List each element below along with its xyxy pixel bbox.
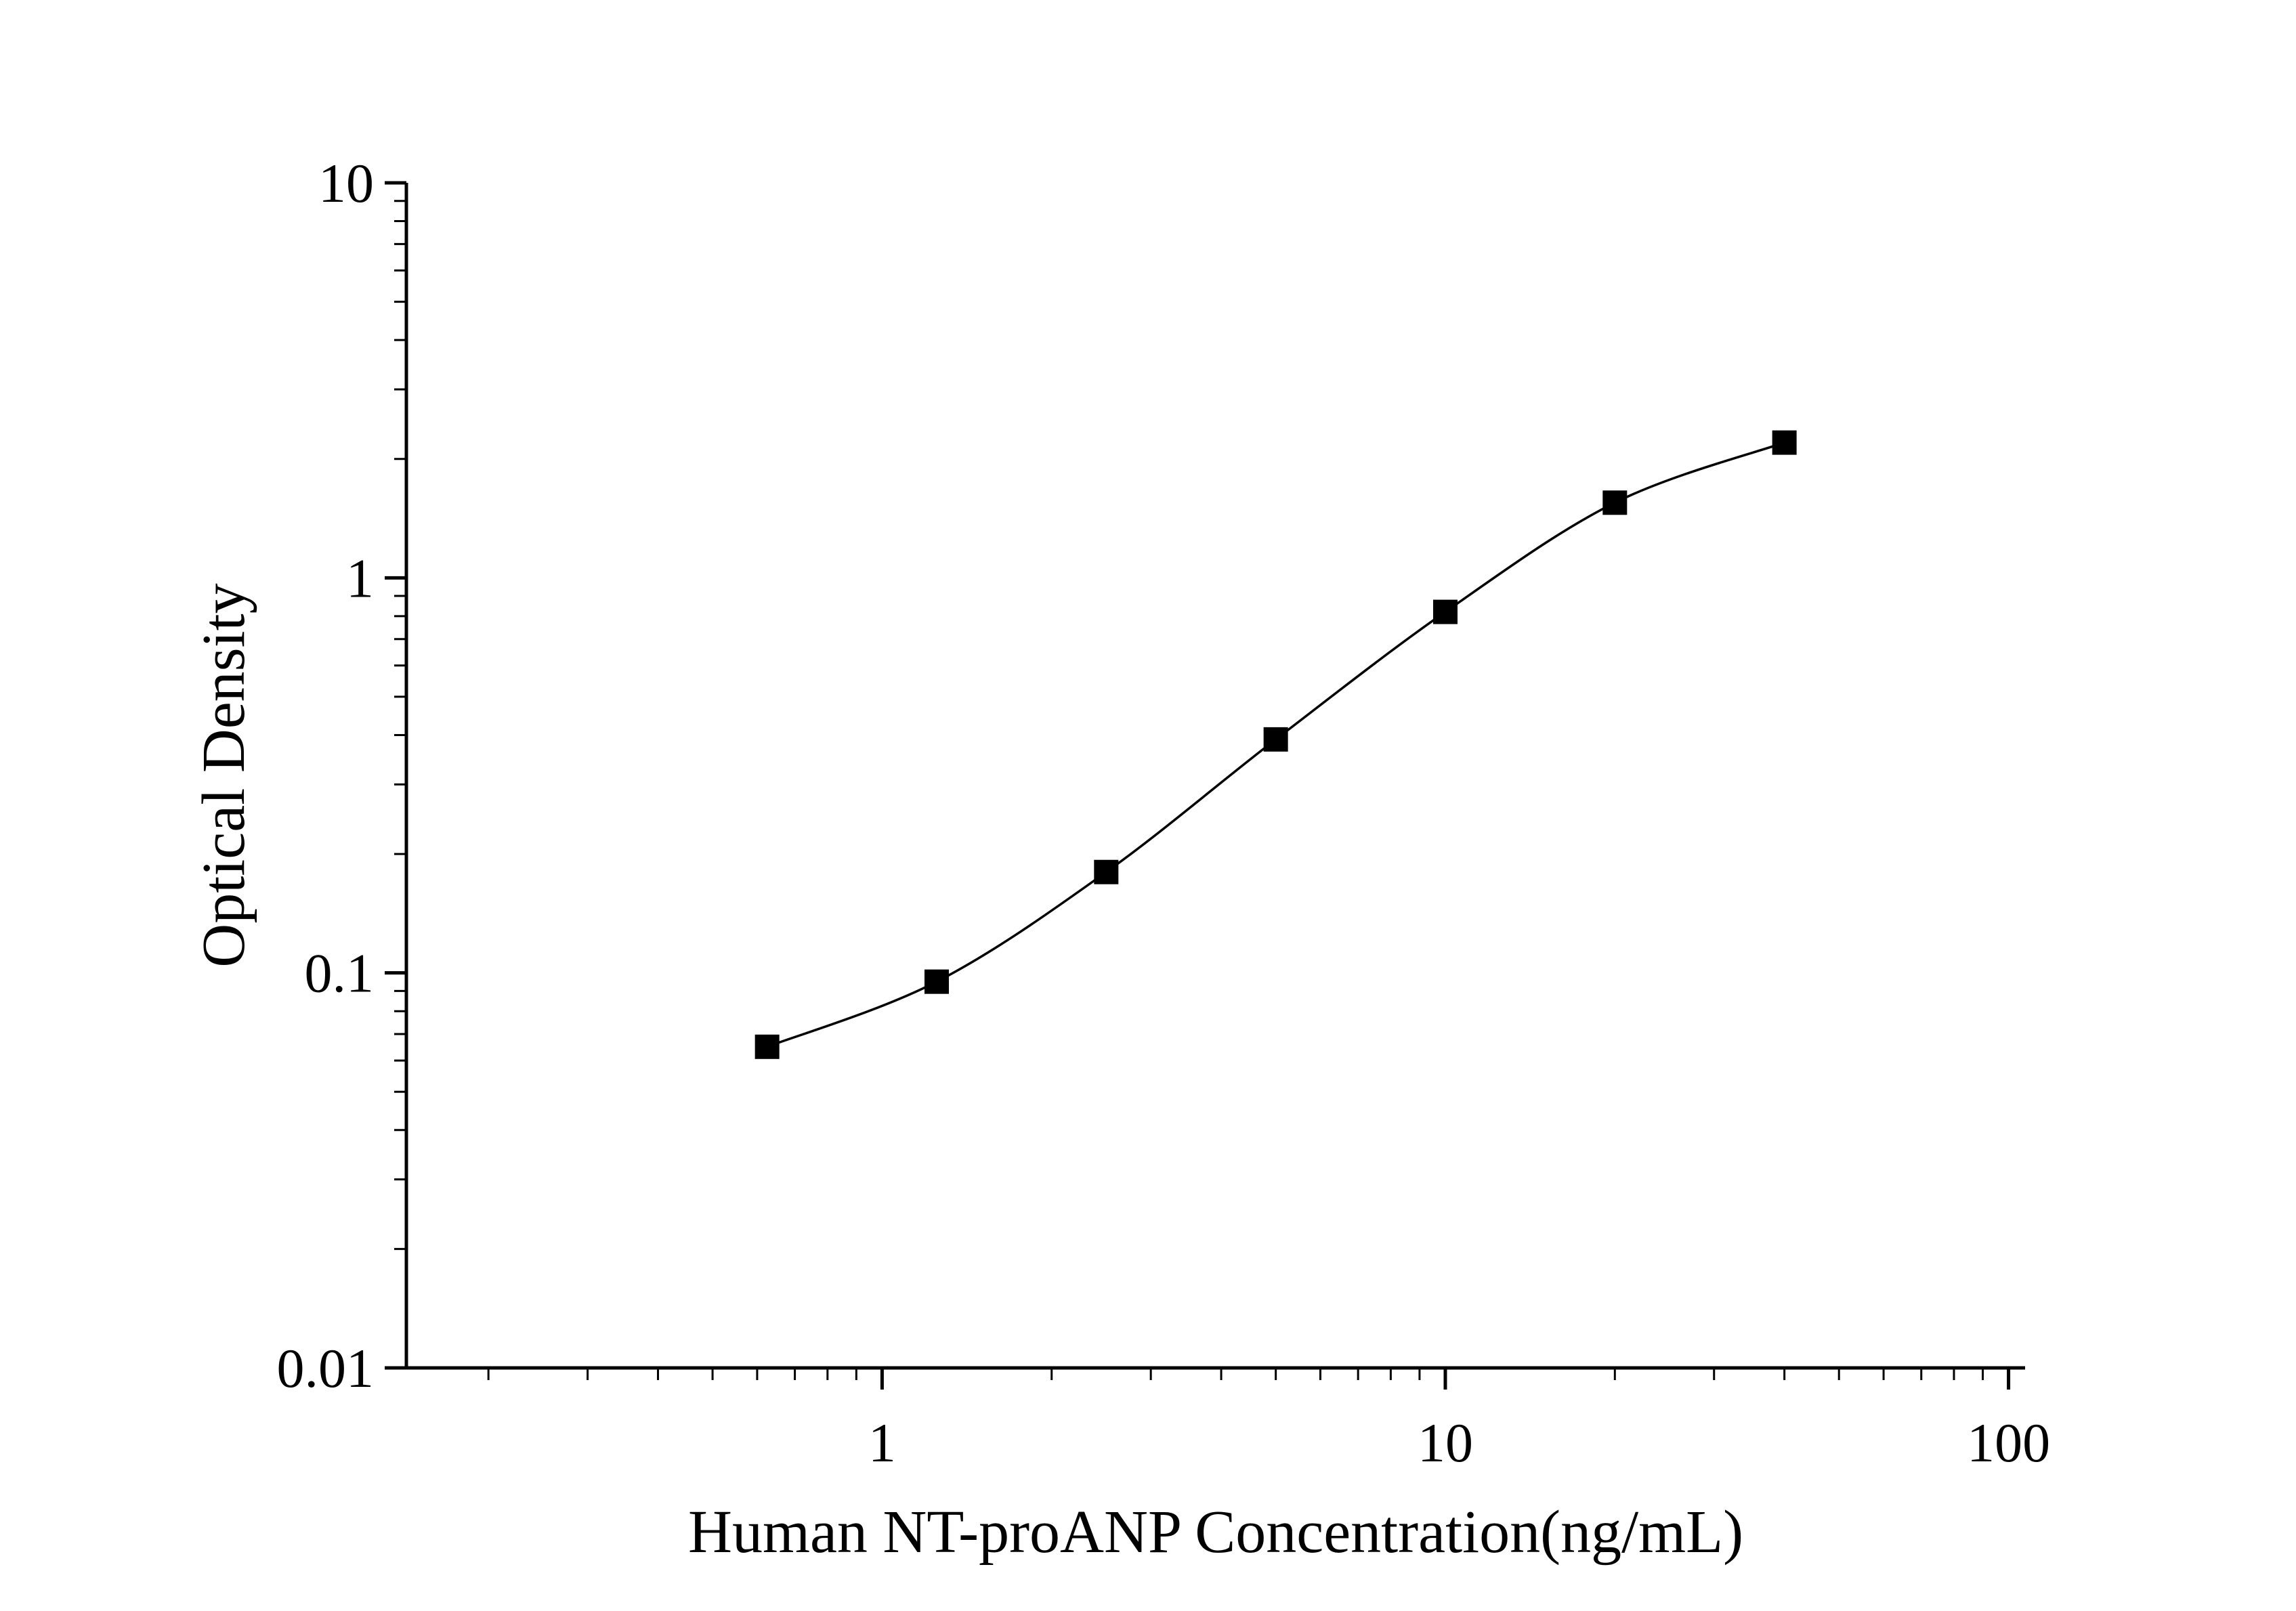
data-point-marker [1772,430,1797,455]
axes: 1 10 100 0.01 0.1 1 10 [277,152,2051,1474]
x-tick-label: 100 [1967,1412,2050,1474]
y-tick-label: 1 [346,547,374,609]
y-tick-label: 10 [318,152,374,214]
y-tick-label: 0.01 [277,1337,375,1399]
data-point-marker [1602,490,1628,515]
data-point-marker [754,1034,780,1059]
data-point-marker [1263,727,1288,752]
data-point-marker [1432,599,1458,624]
x-tick-label: 1 [868,1412,896,1474]
data-point-marker [1094,859,1119,884]
data-point-marker [924,969,949,994]
y-axis-title: Optical Density [190,583,257,967]
data-series [754,430,1797,1059]
axis-lines [404,183,2025,1370]
y-tick-label: 0.1 [305,943,375,1004]
x-axis-title: Human NT-proANP Concentration(ng/mL) [688,1499,1743,1566]
x-tick-label: 10 [1418,1412,1473,1474]
